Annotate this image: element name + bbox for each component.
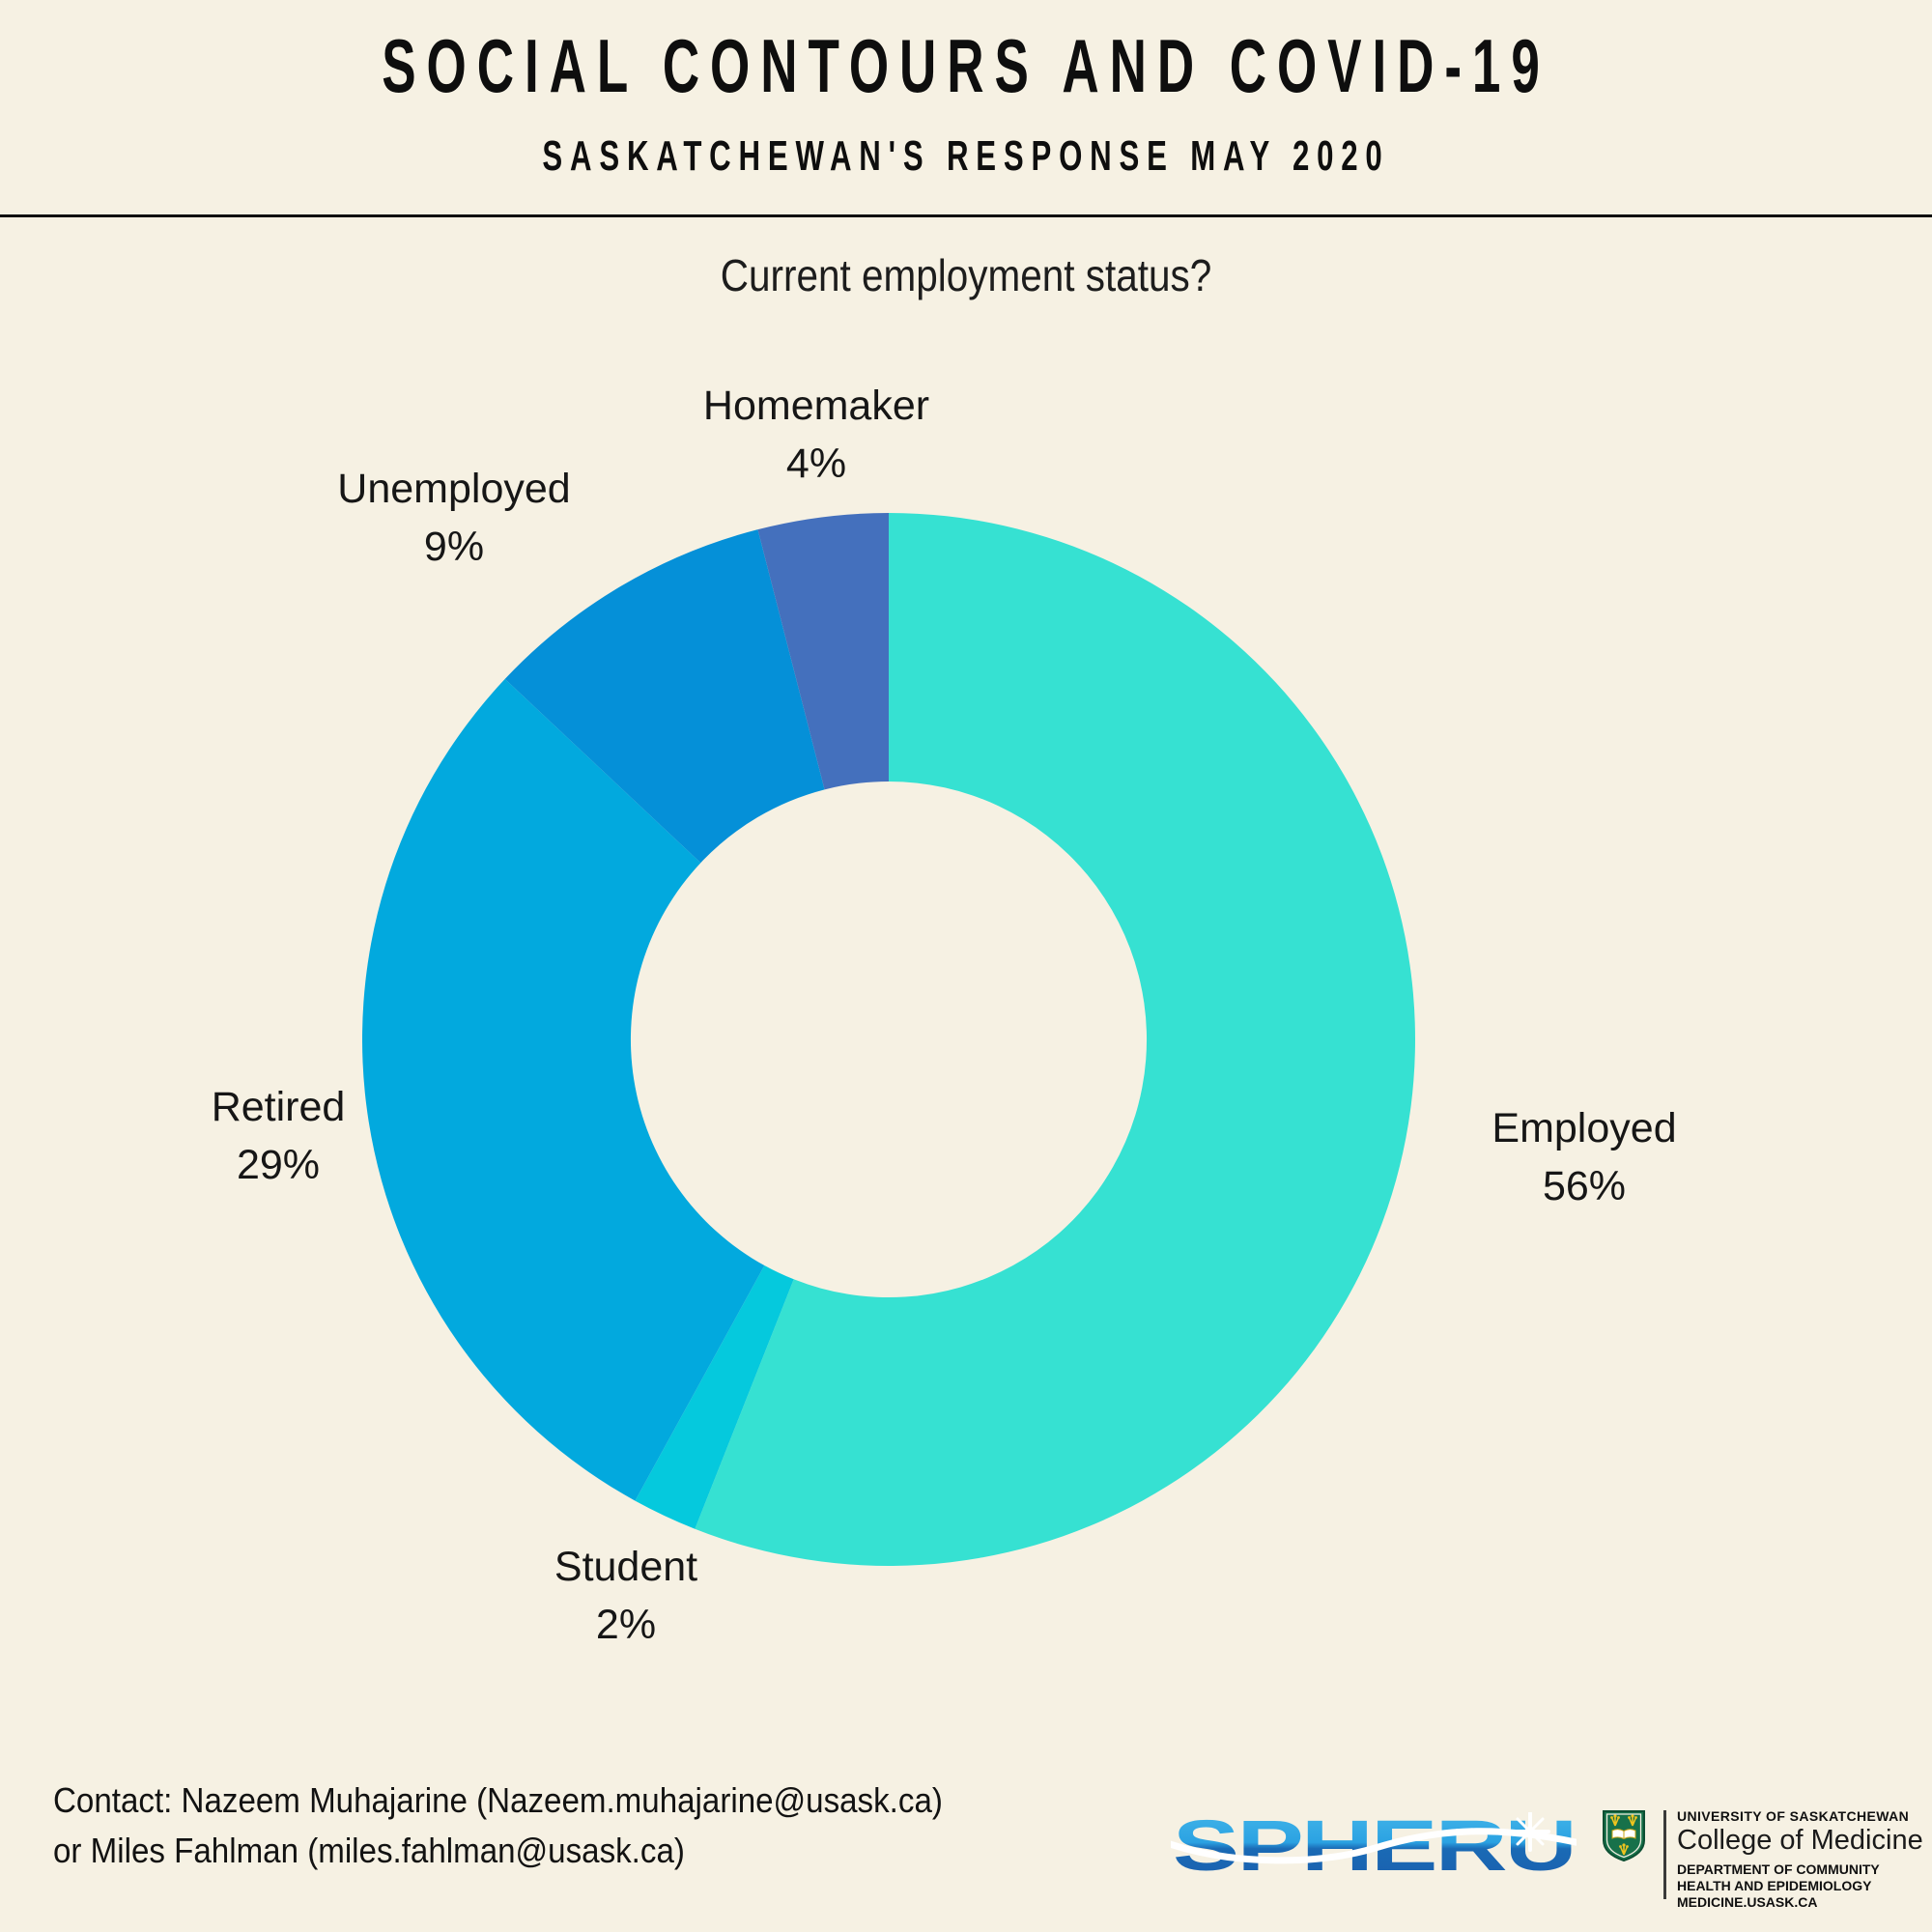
donut-slice-student bbox=[635, 1265, 794, 1529]
slice-label-unemployed: Unemployed 9% bbox=[337, 460, 570, 576]
spheru-starburst-icon bbox=[1510, 1812, 1550, 1852]
donut-slice-retired bbox=[362, 678, 765, 1501]
contact-line-1: Contact: Nazeem Muhajarine (Nazeem.muhaj… bbox=[53, 1780, 943, 1820]
slice-percent: 29% bbox=[236, 1142, 321, 1188]
slice-percent: 4% bbox=[785, 440, 847, 487]
crest-border bbox=[1605, 1813, 1642, 1859]
crest-wheat-sheaves bbox=[1610, 1814, 1637, 1856]
usask-text-block: UNIVERSITY OF SASKATCHEWAN College of Me… bbox=[1677, 1808, 1923, 1911]
slice-percent: 56% bbox=[1542, 1163, 1627, 1209]
slice-name: Unemployed bbox=[337, 466, 571, 512]
logo-divider bbox=[1663, 1810, 1666, 1899]
usask-crest-icon bbox=[1603, 1810, 1645, 1862]
header-divider bbox=[0, 214, 1932, 217]
usask-college-name: College of Medicine bbox=[1677, 1825, 1923, 1856]
usask-university-name: UNIVERSITY OF SASKATCHEWAN bbox=[1677, 1808, 1910, 1824]
spheru-logo: SPHERU bbox=[1171, 1812, 1577, 1880]
slice-label-homemaker: Homemaker 4% bbox=[703, 377, 929, 493]
slice-percent: 2% bbox=[595, 1602, 657, 1648]
donut-slice-unemployed bbox=[504, 529, 825, 864]
slice-name: Homemaker bbox=[702, 383, 930, 429]
donut-slice-homemaker bbox=[757, 513, 889, 790]
slice-name: Employed bbox=[1492, 1105, 1677, 1151]
slice-label-student: Student 2% bbox=[554, 1538, 697, 1654]
slice-percent: 9% bbox=[423, 524, 485, 570]
usask-website: MEDICINE.USASK.CA bbox=[1677, 1894, 1818, 1910]
slice-name: Retired bbox=[211, 1084, 346, 1130]
contact-info: Contact: Nazeem Muhajarine (Nazeem.muhaj… bbox=[53, 1776, 943, 1876]
slice-label-employed: Employed 56% bbox=[1492, 1099, 1676, 1215]
slice-label-retired: Retired 29% bbox=[212, 1078, 346, 1194]
poster-subtitle: SASKATCHEWAN'S RESPONSE MAY 2020 bbox=[542, 133, 1390, 180]
poster-title: SOCIAL CONTOURS AND COVID-19 bbox=[382, 24, 1550, 109]
slice-name: Student bbox=[554, 1544, 698, 1590]
usask-dept-line2: HEALTH AND EPIDEMIOLOGY bbox=[1677, 1878, 1872, 1893]
chart-title: Current employment status? bbox=[720, 250, 1212, 300]
donut-chart bbox=[362, 513, 1415, 1566]
donut-slice-employed bbox=[695, 513, 1415, 1566]
contact-line-2: or Miles Fahlman (miles.fahlman@usask.ca… bbox=[53, 1831, 685, 1870]
usask-dept-line1: DEPARTMENT OF COMMUNITY bbox=[1677, 1861, 1880, 1877]
